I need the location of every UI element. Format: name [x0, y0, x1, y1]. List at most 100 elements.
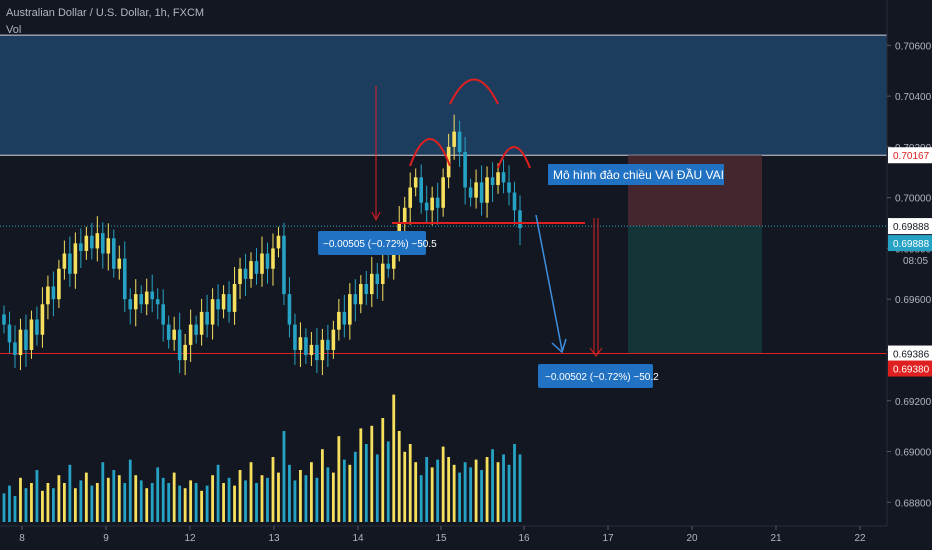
resistance-zone: [0, 35, 887, 156]
candle-body: [7, 324, 12, 343]
candle-body: [260, 253, 264, 274]
candle-body: [463, 151, 467, 188]
volume-bar: [293, 480, 297, 522]
volume-bar: [167, 483, 171, 522]
candle-body: [512, 192, 517, 211]
volume-bar: [458, 472, 462, 522]
volume-bar: [128, 459, 132, 522]
volume-bar: [117, 475, 121, 522]
volume-bar: [436, 459, 440, 522]
badge-current-2-text: 0.69888: [893, 239, 930, 250]
price-axis[interactable]: [887, 0, 932, 550]
candle-body: [452, 131, 456, 147]
volume-bar: [194, 483, 198, 522]
candle-body: [402, 207, 407, 224]
price-tick-label: 0.68800: [895, 498, 932, 509]
measure-left-label: −0.00505 (−0.72%) −50.5: [323, 239, 437, 250]
candle-body: [243, 268, 248, 279]
candle-body: [359, 283, 363, 305]
volume-bar: [222, 483, 225, 522]
candle-body: [331, 329, 336, 350]
volume-bar: [238, 470, 242, 522]
time-tick-label: 12: [184, 533, 196, 544]
candle-body: [501, 172, 506, 183]
volume-bar: [271, 457, 275, 522]
time-tick-label: 13: [268, 533, 280, 544]
candle-body: [194, 324, 198, 335]
pattern-label: Mô hình đảo chiều VAI ĐẦU VAI: [553, 167, 724, 182]
volume-bar: [375, 454, 379, 522]
badge-current: [888, 218, 932, 235]
candle-body: [117, 258, 122, 269]
candle-body: [227, 294, 231, 312]
candle-body: [326, 339, 330, 350]
candle-body: [101, 233, 105, 254]
volume-bar: [474, 459, 478, 522]
volume-bar: [30, 483, 33, 522]
volume-bar: [353, 451, 357, 522]
price-tick-label: 0.70400: [895, 92, 932, 103]
time-axis-ticks[interactable]: 8 9 12 13 14 15 16 17 20 21 22: [19, 526, 866, 544]
candle-body: [353, 294, 358, 305]
volume-bar: [326, 467, 330, 522]
volume-bar: [282, 431, 286, 522]
price-tick-label: 0.69600: [895, 295, 932, 306]
volume-bar: [183, 488, 187, 522]
volume-bar: [139, 480, 143, 522]
candle-body: [369, 273, 374, 295]
volume-bar: [419, 475, 423, 522]
volume-bar: [348, 464, 352, 522]
volume-bar: [337, 436, 341, 522]
time-tick-label: 20: [686, 533, 698, 544]
volume-bar: [106, 477, 110, 522]
volume-bar: [244, 480, 247, 522]
volume-bar: [397, 431, 401, 522]
volume-bar: [480, 470, 483, 522]
candle-body: [51, 286, 56, 300]
candle-body: [40, 304, 45, 335]
volume-bar: [150, 483, 154, 522]
candle-body: [287, 294, 292, 325]
volume-bar: [95, 483, 99, 522]
candle-body: [199, 311, 204, 335]
volume-bar: [288, 464, 291, 522]
candle-body: [73, 243, 78, 274]
badge-target-red: [888, 360, 932, 377]
candle-body: [265, 253, 270, 269]
candle-body: [46, 286, 50, 305]
volume-bar: [205, 485, 209, 522]
candle-body: [150, 291, 155, 300]
volume-bar: [101, 462, 105, 522]
volume-bar: [408, 444, 412, 522]
measure-right-box: [538, 364, 653, 388]
candle-body: [375, 273, 380, 284]
badge-top-line-text: 0.70167: [893, 151, 930, 162]
candle-body: [35, 319, 39, 335]
volume-bar: [24, 488, 28, 522]
volume-bar: [463, 462, 467, 522]
volume-bar: [216, 464, 220, 522]
candle-body: [254, 261, 259, 274]
candle-body: [485, 177, 489, 203]
candle-body: [161, 304, 165, 325]
measure-left-arrowhead: [371, 211, 381, 222]
candle-body: [342, 311, 347, 325]
volume-bar: [491, 449, 494, 522]
volume-bar: [178, 485, 182, 522]
candle-body: [457, 131, 462, 152]
volume-bar: [8, 485, 11, 522]
candle-body: [84, 235, 89, 251]
candle-body: [144, 291, 149, 305]
volume-bar: [2, 493, 6, 522]
candle-body: [90, 235, 94, 249]
candle-body: [320, 339, 325, 361]
volume-bar: [496, 462, 500, 522]
time-tick-label: 8: [19, 533, 25, 544]
candle-body: [221, 294, 226, 310]
badge-target: [888, 345, 932, 362]
time-tick-label: 22: [854, 533, 866, 544]
badge-current-2: [888, 235, 932, 252]
price-tick-label: 0.69200: [895, 397, 932, 408]
candle-body: [309, 344, 314, 356]
